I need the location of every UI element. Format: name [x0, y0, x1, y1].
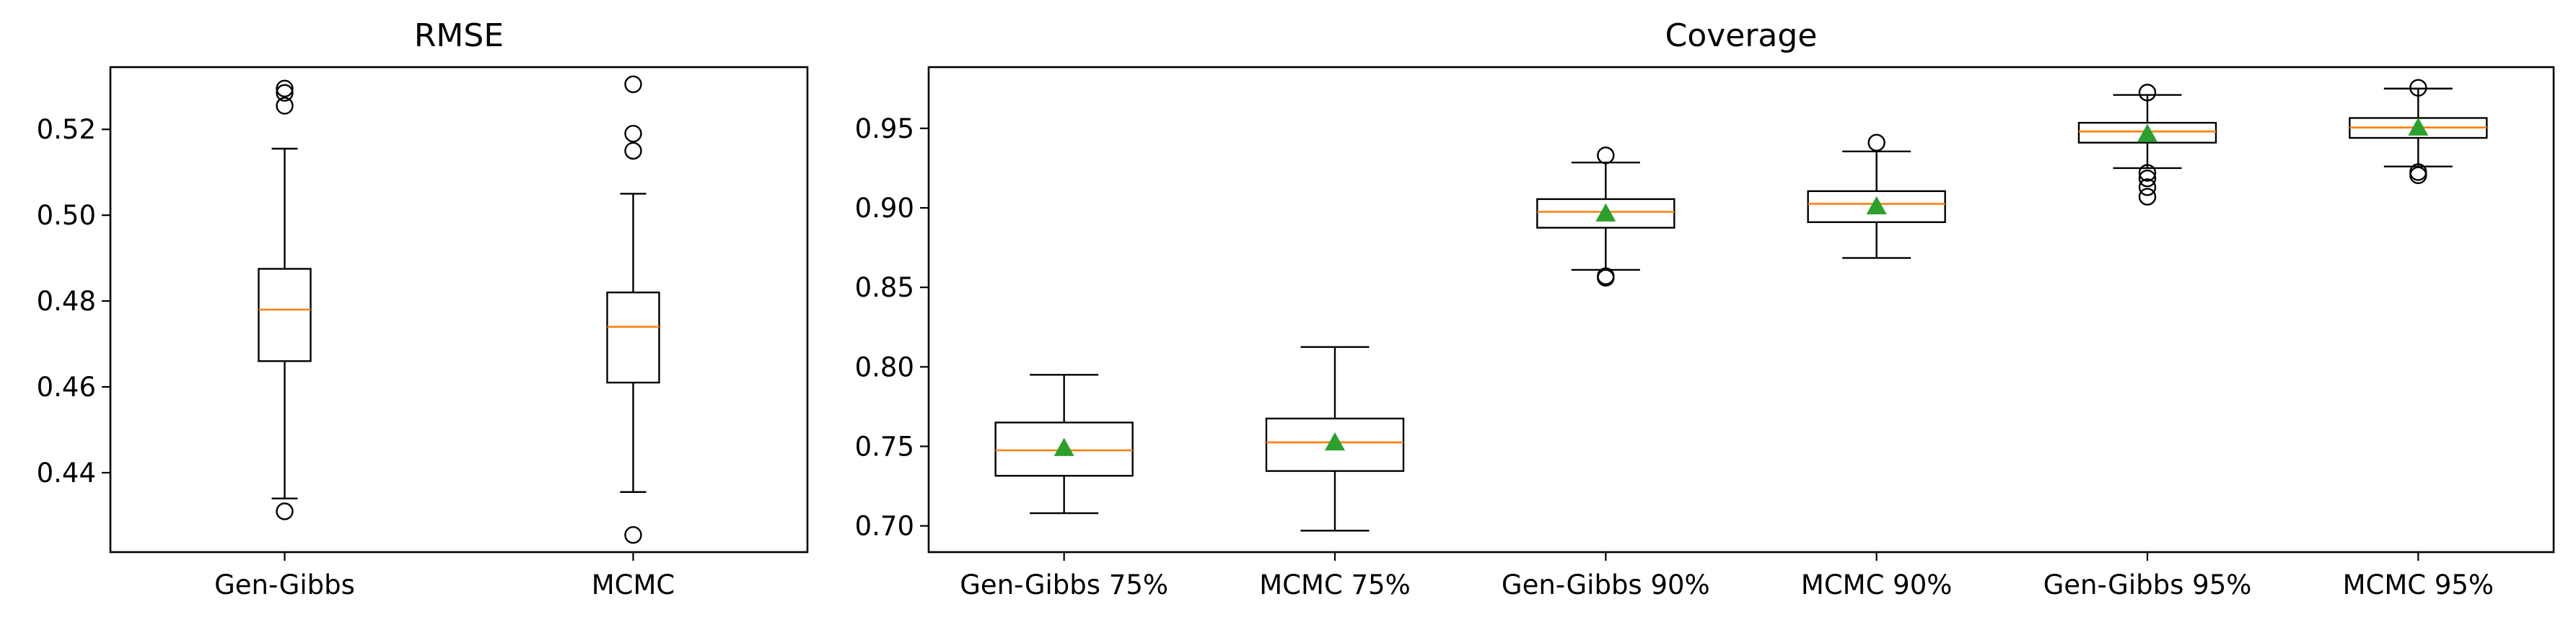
mean-marker [1053, 437, 1074, 456]
rmse-plot-frame [109, 66, 809, 554]
rmse-ytick-label: 0.52 [37, 114, 96, 145]
outlier-point [1597, 267, 1615, 285]
coverage-ytick-label: 0.70 [855, 511, 914, 542]
outlier-point [276, 502, 294, 520]
outlier-point [276, 79, 294, 97]
outlier-point [2409, 163, 2427, 181]
rmse-title: RMSE [414, 17, 504, 54]
coverage-box-group: MCMC 75% [1259, 346, 1411, 600]
coverage-xtick-label: MCMC 95% [2343, 569, 2494, 600]
outlier-point [2138, 164, 2157, 182]
outlier-point [2138, 188, 2157, 206]
outlier-point [276, 84, 294, 102]
rmse-ytick-label: 0.48 [37, 286, 96, 317]
coverage-ytick-label: 0.75 [855, 431, 914, 462]
mean-marker [1595, 203, 1616, 222]
coverage-box-group: MCMC 90% [1801, 134, 1953, 600]
mean-marker [2408, 117, 2429, 136]
outlier-point [2138, 170, 2157, 188]
coverage-xtick-label: Gen-Gibbs 95% [2043, 569, 2252, 600]
coverage-ytick-label: 0.85 [855, 272, 914, 303]
outlier-point [2409, 79, 2427, 97]
outlier-point [2138, 84, 2157, 102]
outlier-point [1867, 134, 1885, 152]
coverage-xtick-label: Gen-Gibbs 75% [960, 569, 1168, 600]
iqr-box [2077, 121, 2217, 144]
outlier-point [624, 141, 642, 160]
iqr-box [606, 292, 660, 384]
outlier-point [624, 75, 642, 93]
rmse-ytick-label: 0.50 [37, 200, 96, 231]
rmse-box-group: Gen-Gibbs [214, 79, 355, 600]
iqr-box [1536, 198, 1675, 229]
iqr-box [1265, 417, 1405, 472]
outlier-point [624, 526, 642, 544]
coverage-panel: Coverage 0.70 0.75 0.80 0.85 0.90 0.95 Gen-Gib… [855, 17, 2555, 600]
rmse-ytick-label: 0.46 [37, 372, 96, 403]
mean-marker [2137, 123, 2157, 142]
coverage-box-group: Gen-Gibbs 95% [2043, 84, 2252, 600]
coverage-ytick-label: 0.95 [855, 113, 914, 144]
coverage-xtick-label: Gen-Gibbs 90% [1502, 569, 1710, 600]
rmse-xtick-label: MCMC [592, 569, 675, 600]
coverage-xtick-label: MCMC 75% [1259, 569, 1411, 600]
iqr-box [1807, 190, 1946, 224]
coverage-ytick-label: 0.90 [855, 193, 914, 224]
coverage-ytick-label: 0.80 [855, 351, 914, 383]
coverage-xtick-label: MCMC 90% [1801, 569, 1953, 600]
iqr-box [258, 268, 312, 362]
outlier-point [1597, 147, 1615, 165]
outlier-point [2138, 178, 2157, 196]
rmse-box-group: MCMC [592, 75, 675, 600]
mean-marker [1866, 196, 1887, 214]
rmse-xtick-label: Gen-Gibbs [214, 569, 355, 600]
rmse-panel: RMSE 0.44 0.46 0.48 0.50 0.52 Gen-Gibbs MCMC [37, 17, 809, 600]
iqr-box [994, 421, 1134, 477]
coverage-box-group: MCMC 95% [2343, 79, 2494, 600]
coverage-box-group: Gen-Gibbs 90% [1502, 147, 1710, 600]
mean-marker [1325, 432, 1345, 451]
coverage-box-group: Gen-Gibbs 75% [960, 374, 1168, 600]
rmse-ytick-label: 0.44 [37, 458, 96, 489]
coverage-title: Coverage [1665, 17, 1818, 54]
outlier-point [276, 97, 294, 115]
outlier-point [624, 124, 642, 143]
coverage-plot-frame [927, 66, 2555, 554]
